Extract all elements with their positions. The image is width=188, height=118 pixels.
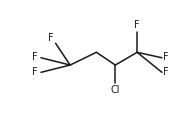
Text: F: F	[32, 67, 38, 77]
Text: Cl: Cl	[111, 85, 120, 95]
Text: F: F	[32, 52, 38, 62]
Text: F: F	[164, 52, 169, 62]
Text: F: F	[48, 33, 54, 43]
Text: F: F	[164, 67, 169, 77]
Text: F: F	[134, 20, 140, 30]
